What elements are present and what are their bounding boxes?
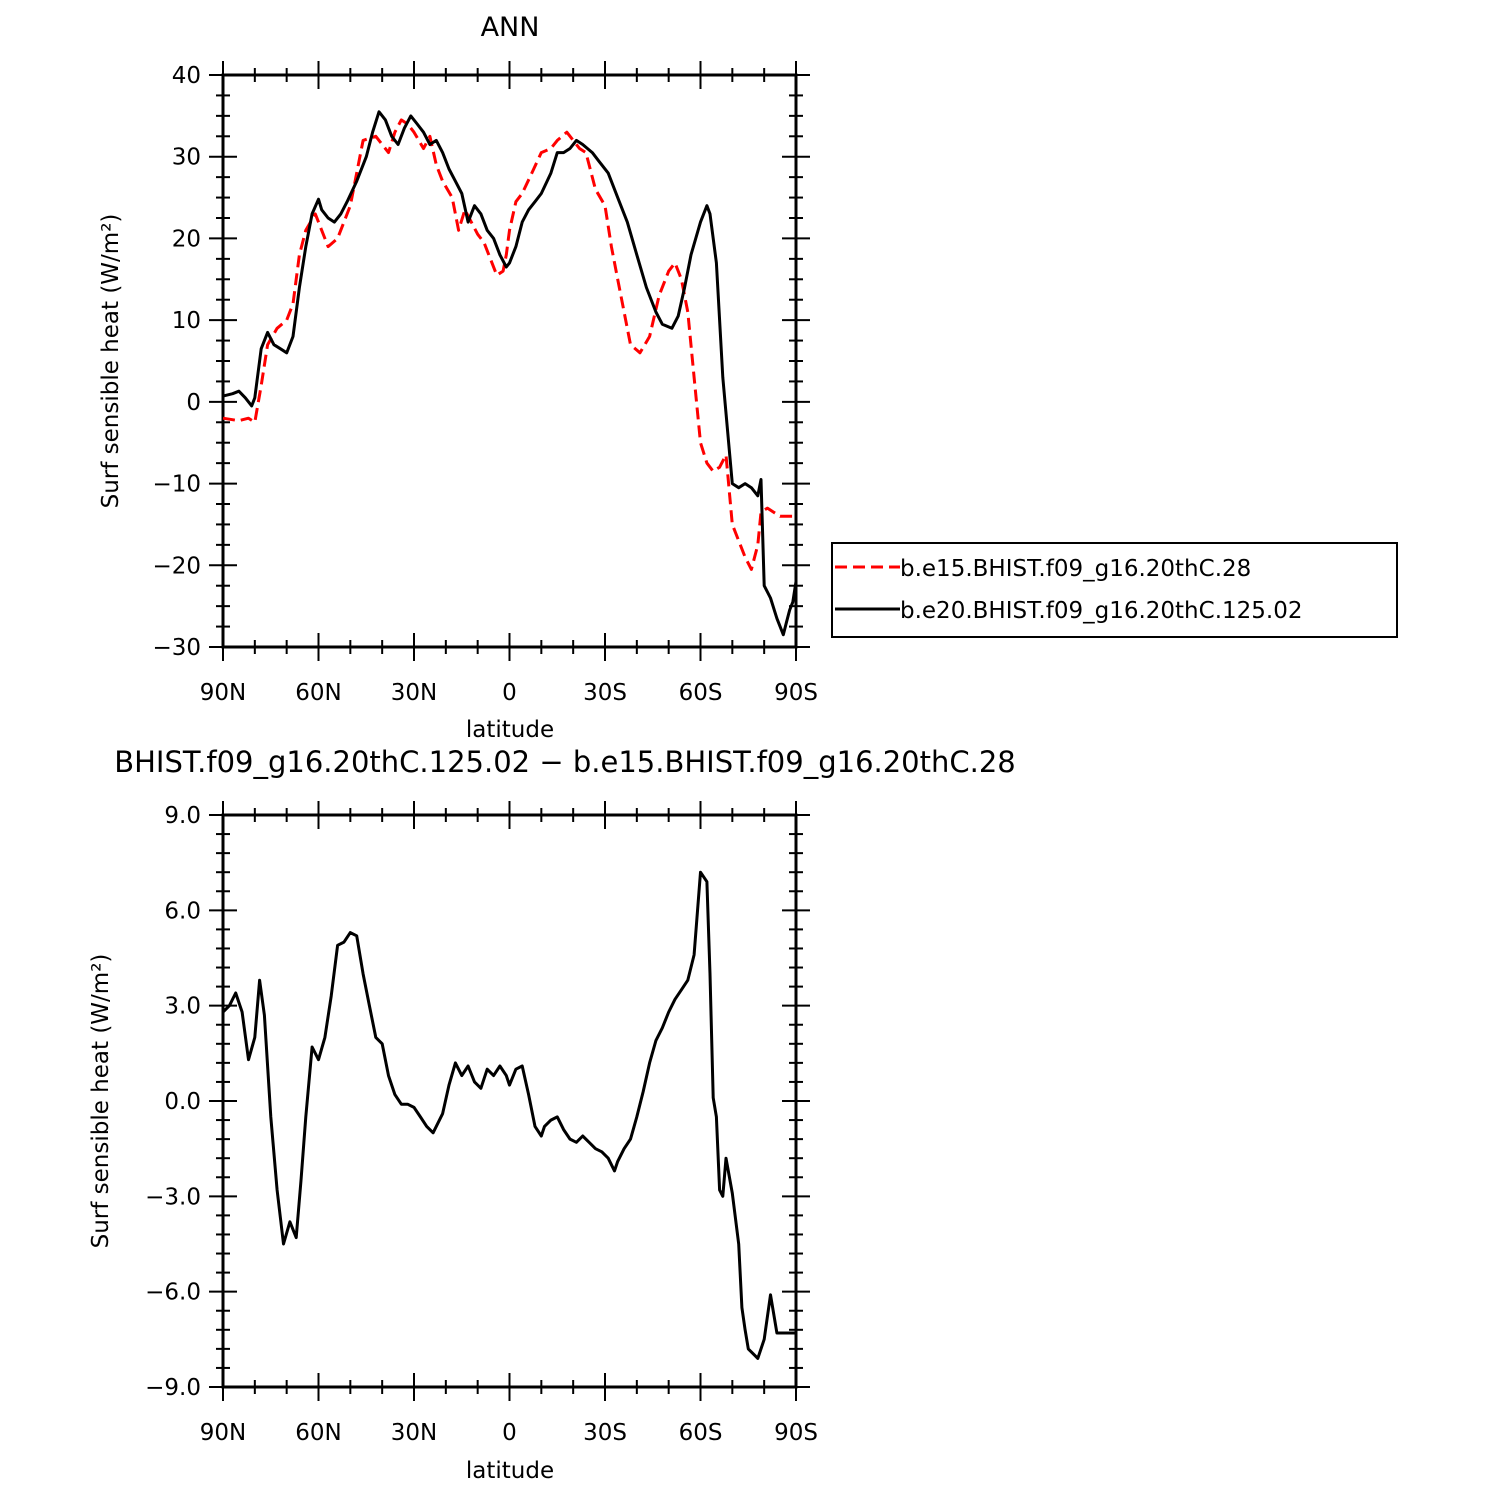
bottom-plot-frame [221, 813, 798, 1389]
top-y-tick-label: −30 [152, 635, 201, 661]
top-series-line-1 [222, 118, 796, 571]
top-plot-area: −30 −20 −10 0 10 20 30 40 90N 60N 30N 0 30S 60S 90S [152, 61, 818, 706]
top-x-tick-label: 90S [774, 680, 818, 706]
top-y-tick-label: −20 [152, 553, 201, 579]
top-y-tick-label: 10 [172, 308, 201, 334]
bottom-y-tick-label: 6.0 [164, 898, 201, 924]
top-y-tick-label: 30 [172, 145, 201, 171]
top-x-tick-label: 60N [295, 680, 341, 706]
top-y-tick-label: 40 [172, 63, 201, 89]
bottom-x-tick-label: 90N [200, 1420, 246, 1446]
bottom-x-tick-label: 60S [679, 1420, 723, 1446]
top-x-tick-label: 30S [583, 680, 627, 706]
top-y-tick-label: 20 [172, 226, 201, 252]
bottom-y-tick-label: −6.0 [145, 1280, 201, 1306]
legend-label-series-1: b.e15.BHIST.f09_g16.20thC.28 [900, 556, 1251, 582]
bottom-y-tick-label: 0.0 [164, 1089, 201, 1115]
bottom-x-tick-label: 60N [295, 1420, 341, 1446]
bottom-y-tick-label: 9.0 [164, 803, 201, 829]
top-x-tick-label: 60S [679, 680, 723, 706]
top-y-tick-label: 0 [186, 390, 201, 416]
bottom-y-axis-label: Surf sensible heat (W/m²) [88, 954, 114, 1249]
bottom-plot-area: −9.0 −6.0 −3.0 0.0 3.0 6.0 9.0 90N 60N 30N 0 30S 60S… [145, 801, 818, 1446]
bottom-x-tick-label: 90S [774, 1420, 818, 1446]
bottom-x-tick-label: 30S [583, 1420, 627, 1446]
top-plot-frame [221, 73, 798, 649]
legend-box [831, 542, 1398, 638]
bottom-chart-title: BHIST.f09_g16.20thC.125.02 − b.e15.BHIST… [114, 745, 1016, 779]
top-y-tick-label: −10 [152, 472, 201, 498]
bottom-series-line-1 [221, 870, 796, 1360]
bottom-y-tick-label: −9.0 [145, 1375, 201, 1401]
bottom-y-tick-label: 3.0 [164, 994, 201, 1020]
top-x-axis-label: latitude [466, 717, 554, 743]
legend-label-series-2: b.e20.BHIST.f09_g16.20thC.125.02 [900, 598, 1302, 624]
bottom-x-axis-label: latitude [466, 1458, 554, 1484]
bottom-panel: BHIST.f09_g16.20thC.125.02 − b.e15.BHIST… [88, 745, 1016, 1484]
top-y-axis-label: Surf sensible heat (W/m²) [98, 214, 124, 509]
top-chart-title: ANN [481, 12, 540, 43]
bottom-x-tick-label: 0 [502, 1420, 517, 1446]
top-x-tick-label: 30N [391, 680, 437, 706]
legend: b.e15.BHIST.f09_g16.20thC.28 b.e20.BHIST… [831, 542, 1398, 638]
top-x-tick-label: 90N [200, 680, 246, 706]
bottom-x-tick-label: 30N [391, 1420, 437, 1446]
top-series-line-2 [222, 110, 798, 637]
bottom-y-tick-label: −3.0 [145, 1184, 201, 1210]
top-panel: ANN −30 −20 −10 0 10 20 30 40 90N 60N 30N 0 30S 60S 90… [98, 12, 1398, 743]
top-x-tick-label: 0 [502, 680, 517, 706]
